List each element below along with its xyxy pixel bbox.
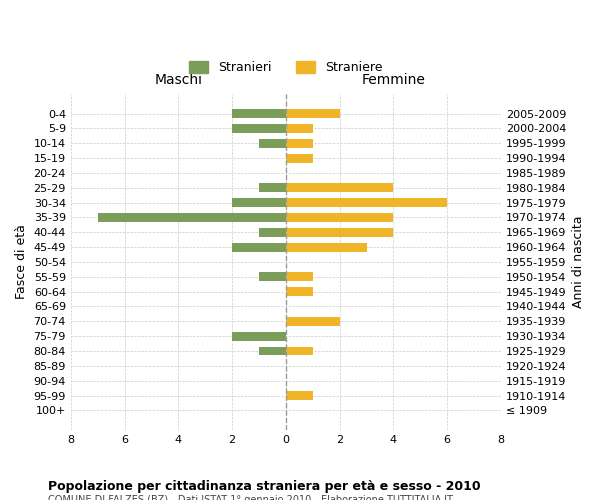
- Bar: [286, 346, 313, 356]
- Bar: [286, 391, 313, 400]
- Bar: [286, 242, 367, 252]
- Bar: [232, 332, 286, 340]
- Bar: [259, 228, 286, 236]
- Text: Popolazione per cittadinanza straniera per età e sesso - 2010: Popolazione per cittadinanza straniera p…: [48, 480, 481, 493]
- Bar: [286, 198, 447, 207]
- Legend: Stranieri, Straniere: Stranieri, Straniere: [184, 56, 388, 80]
- Bar: [259, 139, 286, 147]
- Bar: [259, 346, 286, 356]
- Bar: [286, 228, 394, 236]
- Bar: [286, 124, 313, 133]
- Text: COMUNE DI FALZES (BZ) - Dati ISTAT 1° gennaio 2010 - Elaborazione TUTTITALIA.IT: COMUNE DI FALZES (BZ) - Dati ISTAT 1° ge…: [48, 495, 453, 500]
- Bar: [98, 213, 286, 222]
- Text: Maschi: Maschi: [154, 73, 202, 87]
- Bar: [232, 198, 286, 207]
- Bar: [286, 287, 313, 296]
- Y-axis label: Anni di nascita: Anni di nascita: [572, 216, 585, 308]
- Y-axis label: Fasce di età: Fasce di età: [15, 224, 28, 300]
- Bar: [232, 124, 286, 133]
- Bar: [286, 184, 394, 192]
- Bar: [286, 139, 313, 147]
- Bar: [286, 213, 394, 222]
- Text: Femmine: Femmine: [361, 73, 425, 87]
- Bar: [259, 272, 286, 281]
- Bar: [232, 242, 286, 252]
- Bar: [259, 184, 286, 192]
- Bar: [286, 154, 313, 162]
- Bar: [286, 272, 313, 281]
- Bar: [286, 109, 340, 118]
- Bar: [232, 109, 286, 118]
- Bar: [286, 317, 340, 326]
